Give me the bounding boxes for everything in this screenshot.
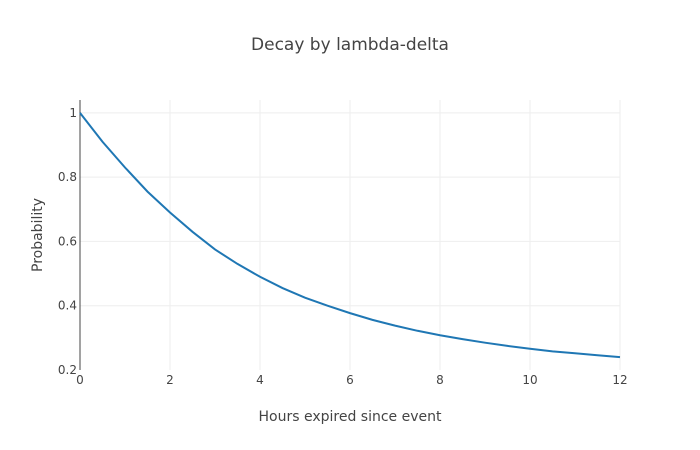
decay-series-line xyxy=(79,112,621,359)
x-tick-label: 8 xyxy=(436,373,444,387)
x-tick-label: 4 xyxy=(256,373,264,387)
y-axis-title: Probability xyxy=(30,198,46,272)
y-tick-label: 0.4 xyxy=(58,299,77,313)
x-tick-label: 6 xyxy=(346,373,354,387)
chart-title: Decay by lambda-delta xyxy=(251,35,449,55)
x-tick-label: 10 xyxy=(522,373,537,387)
grid xyxy=(80,100,621,370)
x-tick-label: 2 xyxy=(166,373,174,387)
x-tick-label: 0 xyxy=(76,373,84,387)
x-tick-labels: 0 2 4 6 8 10 12 xyxy=(76,373,627,387)
x-tick-label: 12 xyxy=(612,373,627,387)
y-tick-label: 0.8 xyxy=(58,170,77,184)
y-tick-labels: 0.2 0.4 0.6 0.8 1 xyxy=(58,106,77,377)
x-axis-title: Hours expired since event xyxy=(259,409,442,425)
y-tick-label: 1 xyxy=(69,106,77,120)
y-tick-label: 0.6 xyxy=(58,234,77,248)
series-group xyxy=(79,112,621,359)
y-tick-label: 0.2 xyxy=(58,363,77,377)
